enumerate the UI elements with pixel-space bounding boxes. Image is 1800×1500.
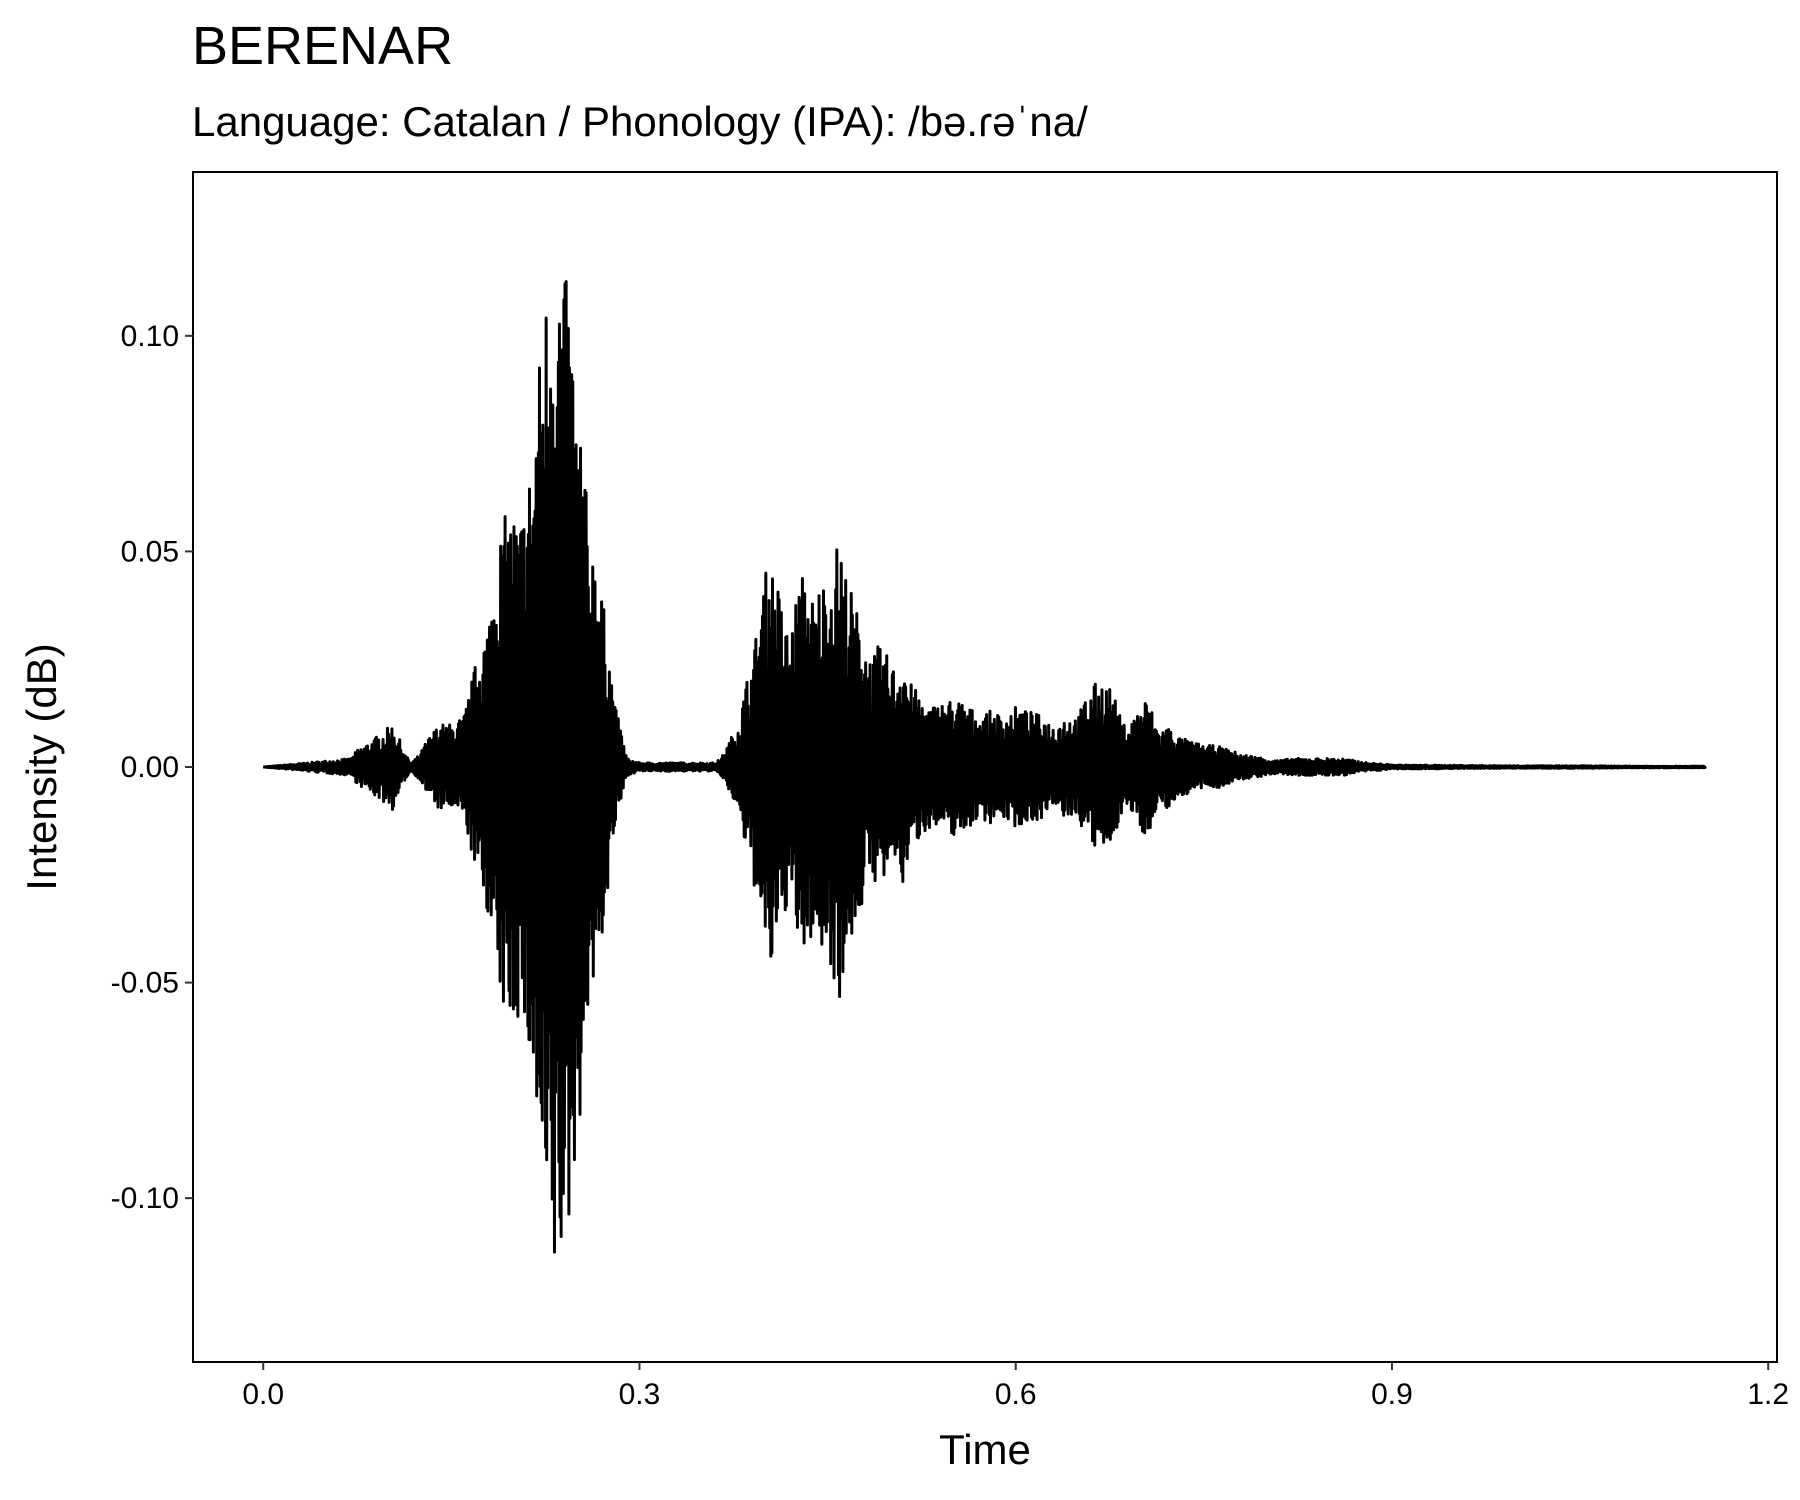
y-axis-title: Intensity (dB) xyxy=(18,643,65,890)
x-tick-label: 0.0 xyxy=(242,1378,284,1411)
y-axis: 0.10 0.05 0.00 -0.05 -0.10 xyxy=(111,320,193,1215)
y-tick-label: -0.05 xyxy=(111,967,179,1000)
x-tick-label: 0.9 xyxy=(1371,1378,1413,1411)
waveform-layer xyxy=(262,280,1707,1254)
x-axis: 0.0 0.3 0.6 0.9 1.2 xyxy=(242,1362,1789,1411)
chart-subtitle: Language: Catalan / Phonology (IPA): /bə… xyxy=(192,98,1088,145)
x-axis-title: Time xyxy=(939,1426,1031,1473)
y-tick-label: -0.10 xyxy=(111,1182,179,1215)
y-tick-label: 0.10 xyxy=(121,320,179,353)
x-tick-label: 0.3 xyxy=(619,1378,661,1411)
y-tick-label: 0.00 xyxy=(121,751,179,784)
x-tick-label: 0.6 xyxy=(995,1378,1037,1411)
chart-title: BERENAR xyxy=(192,16,453,76)
y-tick-label: 0.05 xyxy=(121,535,179,568)
x-tick-label: 1.2 xyxy=(1747,1378,1789,1411)
